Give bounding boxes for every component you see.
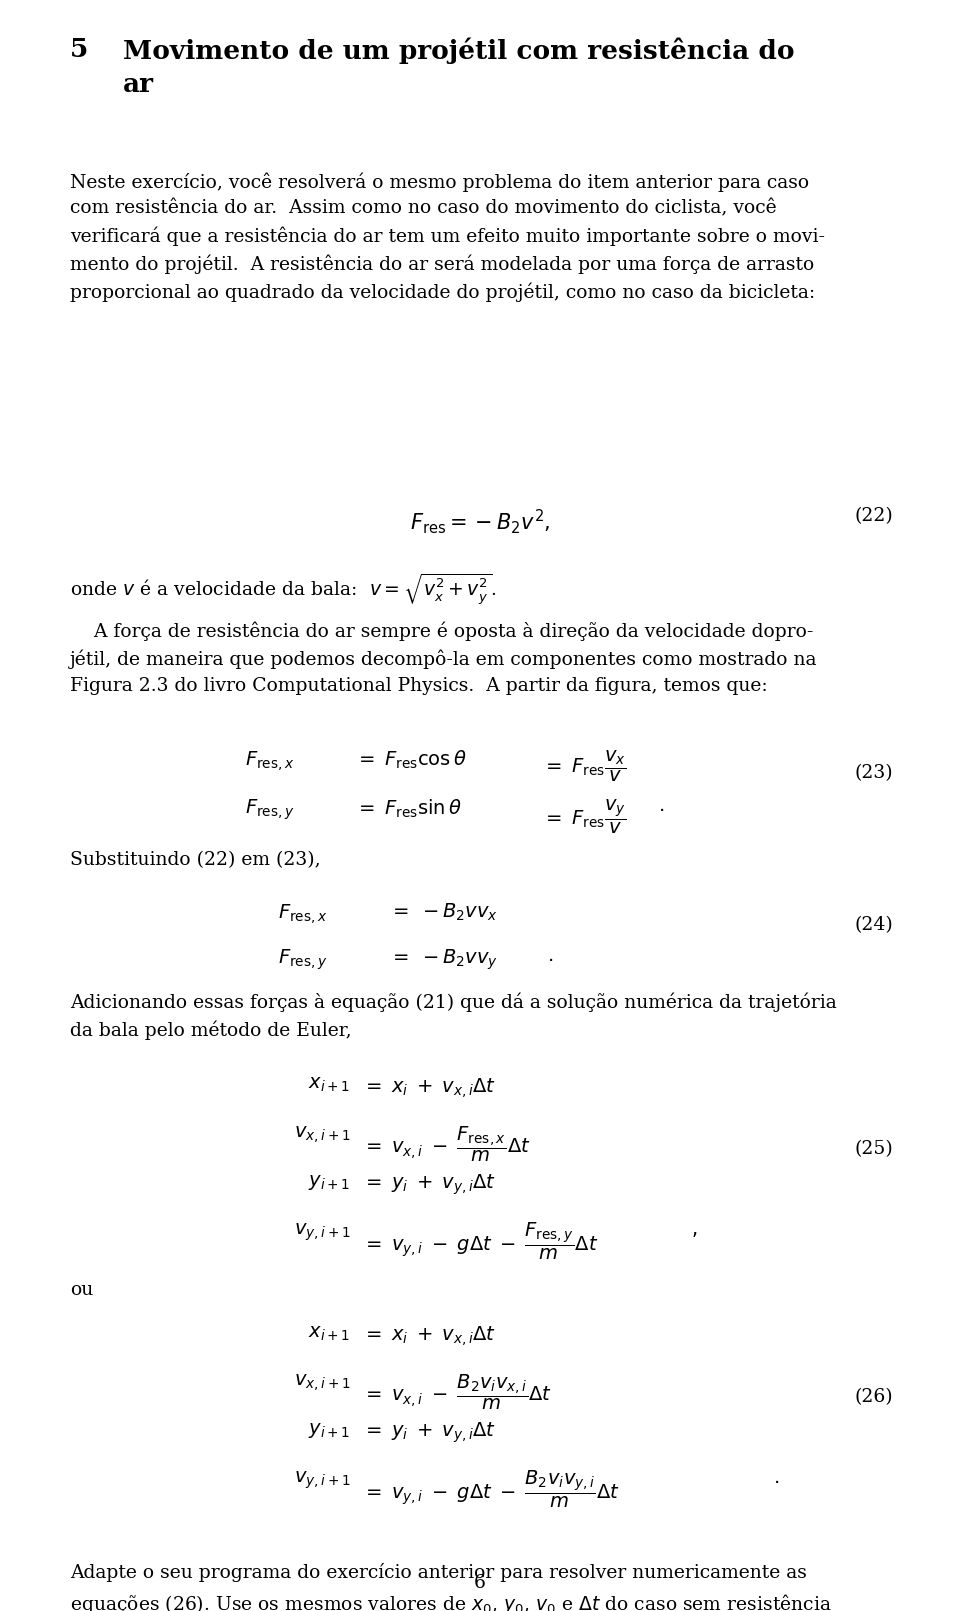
Text: $= \; F_{\rm res}\cos\theta$: $= \; F_{\rm res}\cos\theta$ xyxy=(355,749,467,772)
Text: Neste exercício, você resolverá o mesmo problema do item anterior para caso
com : Neste exercício, você resolverá o mesmo … xyxy=(70,172,825,301)
Text: (24): (24) xyxy=(854,915,893,934)
Text: Movimento de um projétil com resistência do
ar: Movimento de um projétil com resistência… xyxy=(123,37,794,97)
Text: $= \; x_i \; + \; v_{x,i}\Delta t$: $= \; x_i \; + \; v_{x,i}\Delta t$ xyxy=(362,1324,496,1348)
Text: 5: 5 xyxy=(70,37,88,63)
Text: $= \; x_i \; + \; v_{x,i}\Delta t$: $= \; x_i \; + \; v_{x,i}\Delta t$ xyxy=(362,1076,496,1100)
Text: $,$: $,$ xyxy=(691,1221,698,1239)
Text: $.$: $.$ xyxy=(658,797,663,815)
Text: $v_{x,i+1}$: $v_{x,i+1}$ xyxy=(294,1124,350,1145)
Text: $x_{i+1}$: $x_{i+1}$ xyxy=(308,1076,350,1094)
Text: $y_{i+1}$: $y_{i+1}$ xyxy=(308,1421,350,1440)
Text: $= \; v_{y,i} \; - \; g\Delta t \; - \; \dfrac{F_{{\rm res},y}}{m}\Delta t$: $= \; v_{y,i} \; - \; g\Delta t \; - \; … xyxy=(362,1221,598,1263)
Text: $= \; F_{\rm res}\sin\theta$: $= \; F_{\rm res}\sin\theta$ xyxy=(355,797,462,820)
Text: (22): (22) xyxy=(854,507,893,525)
Text: $v_{y,i+1}$: $v_{y,i+1}$ xyxy=(294,1469,350,1490)
Text: $= \; F_{\rm res}\dfrac{v_y}{v}$: $= \; F_{\rm res}\dfrac{v_y}{v}$ xyxy=(542,797,627,836)
Text: (25): (25) xyxy=(854,1139,893,1158)
Text: $.$: $.$ xyxy=(547,947,553,965)
Text: $= \; y_i \; + \; v_{y,i}\Delta t$: $= \; y_i \; + \; v_{y,i}\Delta t$ xyxy=(362,1173,496,1197)
Text: onde $v$ é a velocidade da bala:  $v = \sqrt{v_x^2 + v_y^2}$.: onde $v$ é a velocidade da bala: $v = \s… xyxy=(70,572,496,607)
Text: Adicionando essas forças à equação (21) que dá a solução numérica da trajetória
: Adicionando essas forças à equação (21) … xyxy=(70,992,837,1041)
Text: $F_{{\rm res},y}$: $F_{{\rm res},y}$ xyxy=(278,947,328,971)
Text: (26): (26) xyxy=(854,1387,893,1406)
Text: $= \; y_i \; + \; v_{y,i}\Delta t$: $= \; y_i \; + \; v_{y,i}\Delta t$ xyxy=(362,1421,496,1445)
Text: $x_{i+1}$: $x_{i+1}$ xyxy=(308,1324,350,1342)
Text: $F_{{\rm res},y}$: $F_{{\rm res},y}$ xyxy=(245,797,295,822)
Text: $v_{y,i+1}$: $v_{y,i+1}$ xyxy=(294,1221,350,1242)
Text: Adapte o seu programa do exercício anterior para resolver numericamente as
equaç: Adapte o seu programa do exercício anter… xyxy=(70,1563,835,1611)
Text: $= \; v_{x,i} \; - \; \dfrac{F_{{\rm res},x}}{m}\Delta t$: $= \; v_{x,i} \; - \; \dfrac{F_{{\rm res… xyxy=(362,1124,531,1165)
Text: $F_{{\rm res},x}$: $F_{{\rm res},x}$ xyxy=(278,902,328,926)
Text: $= \; -B_2 v v_y$: $= \; -B_2 v v_y$ xyxy=(389,947,498,971)
Text: 6: 6 xyxy=(474,1574,486,1592)
Text: $= \; v_{x,i} \; - \; \dfrac{B_2 v_i v_{x,i}}{m}\Delta t$: $= \; v_{x,i} \; - \; \dfrac{B_2 v_i v_{… xyxy=(362,1373,552,1413)
Text: Substituindo (22) em (23),: Substituindo (22) em (23), xyxy=(70,851,321,868)
Text: ou: ou xyxy=(70,1281,93,1298)
Text: $= \; v_{y,i} \; - \; g\Delta t \; - \; \dfrac{B_2 v_i v_{y,i}}{m}\Delta t$: $= \; v_{y,i} \; - \; g\Delta t \; - \; … xyxy=(362,1469,620,1511)
Text: $.$: $.$ xyxy=(773,1469,779,1487)
Text: (23): (23) xyxy=(854,764,893,783)
Text: $= \; F_{\rm res}\dfrac{v_x}{v}$: $= \; F_{\rm res}\dfrac{v_x}{v}$ xyxy=(542,749,627,785)
Text: $v_{x,i+1}$: $v_{x,i+1}$ xyxy=(294,1373,350,1394)
Text: A força de resistência do ar sempre é oposta à direção da velocidade dopro-
jéti: A força de resistência do ar sempre é op… xyxy=(70,622,818,694)
Text: $F_{{\rm res},x}$: $F_{{\rm res},x}$ xyxy=(245,749,295,773)
Text: $y_{i+1}$: $y_{i+1}$ xyxy=(308,1173,350,1192)
Text: $= \; -B_2 v v_x$: $= \; -B_2 v v_x$ xyxy=(389,902,498,923)
Text: $F_{\rm res} = -B_2 v^2,$: $F_{\rm res} = -B_2 v^2,$ xyxy=(410,507,550,536)
